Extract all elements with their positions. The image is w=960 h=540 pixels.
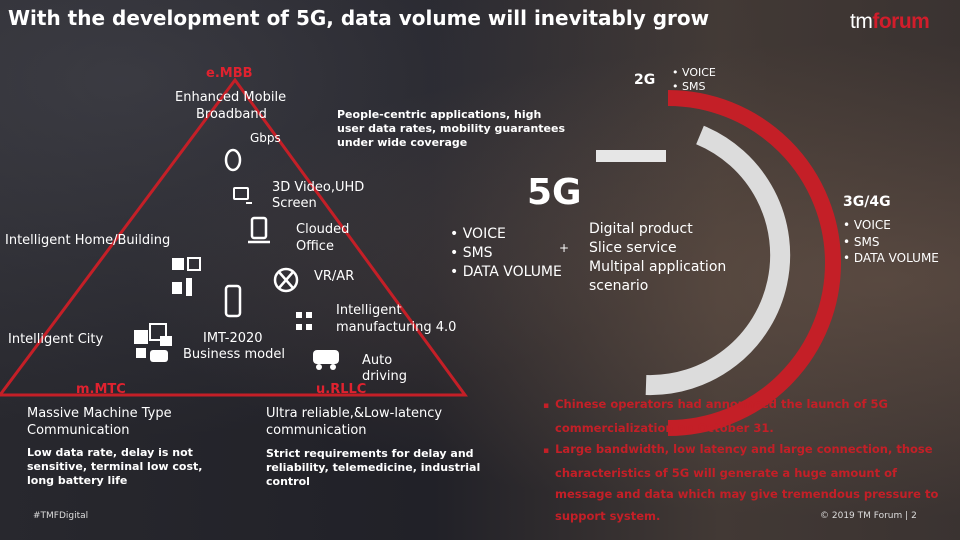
2g-list: VOICE SMS xyxy=(672,66,716,94)
5g-item: DATA VOLUME xyxy=(450,263,562,282)
car-icon xyxy=(313,350,339,370)
page-title: With the development of 5G, data volume … xyxy=(8,6,710,30)
footer-copyright-text: © 2019 TM Forum | xyxy=(820,511,909,521)
mmtc-desc3: long battery life xyxy=(27,474,128,487)
city-icon xyxy=(134,323,172,362)
5g-label: 5G xyxy=(527,172,582,213)
3g4g-item: VOICE xyxy=(843,217,939,234)
embb-desc3: under wide coverage xyxy=(337,136,468,149)
5g-extra-item: Multipal application xyxy=(589,259,727,275)
embb-line1: Enhanced Mobile xyxy=(175,90,287,105)
5g-plus: + xyxy=(559,241,570,255)
app-cloud-line1: Clouded xyxy=(296,222,350,237)
5g-item: VOICE xyxy=(450,225,562,244)
3g4g-item: SMS xyxy=(843,234,939,251)
2g-item: VOICE xyxy=(672,66,716,80)
note-item: Chinese operators had announced the laun… xyxy=(555,394,943,439)
5g-list: VOICE SMS DATA VOLUME xyxy=(450,225,562,282)
app-city: Intelligent City xyxy=(8,332,104,347)
embb-heading: e.MBB xyxy=(206,66,253,81)
smart-home-icon xyxy=(172,257,201,296)
mmtc-line1: Massive Machine Type xyxy=(27,406,172,421)
app-auto-line2: driving xyxy=(362,369,408,384)
embb-desc2: user data rates, mobility guarantees xyxy=(337,122,566,135)
urllc-heading: u.RLLC xyxy=(316,382,367,397)
2g-label: 2G xyxy=(634,72,656,88)
3g4g-label: 3G/4G xyxy=(843,194,891,210)
tmforum-logo: tmforum xyxy=(850,10,930,34)
app-manu-line1: Intelligent xyxy=(336,303,402,318)
factory-icon xyxy=(296,312,312,330)
app-imt-line1: IMT-2020 xyxy=(203,331,263,346)
service-triangle xyxy=(0,77,468,397)
5g-extra-item: scenario xyxy=(589,278,649,294)
urllc-desc3: control xyxy=(266,475,310,488)
laptop-icon xyxy=(248,216,270,244)
footer-copyright: © 2019 TM Forum | 2 xyxy=(820,511,917,521)
urllc-desc1: Strict requirements for delay and xyxy=(266,447,474,460)
vr-headset-icon xyxy=(273,267,299,293)
app-cloud-line2: Office xyxy=(296,239,334,254)
3g4g-gray-arc xyxy=(645,125,791,396)
app-auto-line1: Auto xyxy=(362,353,393,368)
app-video-line1: 3D Video,UHD xyxy=(272,180,365,195)
5g-extra-item: Digital product xyxy=(589,221,693,237)
phone-icon xyxy=(224,284,242,318)
app-imt-line2: Business model xyxy=(183,347,285,362)
embb-line2: Broadband xyxy=(196,107,267,122)
mmtc-line2: Communication xyxy=(27,423,130,438)
5g-extra-item: Slice service xyxy=(589,240,677,256)
app-vr: VR/AR xyxy=(314,269,355,284)
app-video-line2: Screen xyxy=(272,196,317,211)
embb-gbps: Gbps xyxy=(250,131,281,145)
3g4g-item: DATA VOLUME xyxy=(843,250,939,267)
2g-item: SMS xyxy=(672,80,716,94)
urllc-line1: Ultra reliable,&Low-latency xyxy=(266,406,443,421)
app-home: Intelligent Home/Building xyxy=(5,233,171,248)
mmtc-desc1: Low data rate, delay is not xyxy=(27,446,193,459)
logo-forum: forum xyxy=(872,10,930,33)
notes: Chinese operators had announced the laun… xyxy=(543,394,943,527)
mmtc-heading: m.MTC xyxy=(76,382,126,397)
5g-extra: Digital product Slice service Multipal a… xyxy=(589,220,726,296)
5g-item: SMS xyxy=(450,244,562,263)
page-number: 2 xyxy=(911,511,917,521)
embb-desc1: People-centric applications, high xyxy=(337,108,542,121)
screen-icon xyxy=(233,187,252,204)
3g4g-list: VOICE SMS DATA VOLUME xyxy=(843,217,939,267)
2g-bar xyxy=(596,150,666,162)
urllc-desc2: reliability, telemedicine, industrial xyxy=(266,461,481,474)
footer-hashtag: #TMFDigital xyxy=(33,511,89,521)
mmtc-desc2: sensitive, terminal low cost, xyxy=(27,460,203,473)
urllc-line2: communication xyxy=(266,423,367,438)
zero-ring-icon xyxy=(224,148,242,172)
app-manu-line2: manufacturing 4.0 xyxy=(336,320,457,335)
logo-tm: tm xyxy=(850,10,873,33)
note-item: Large bandwidth, low latency and large c… xyxy=(555,439,943,527)
